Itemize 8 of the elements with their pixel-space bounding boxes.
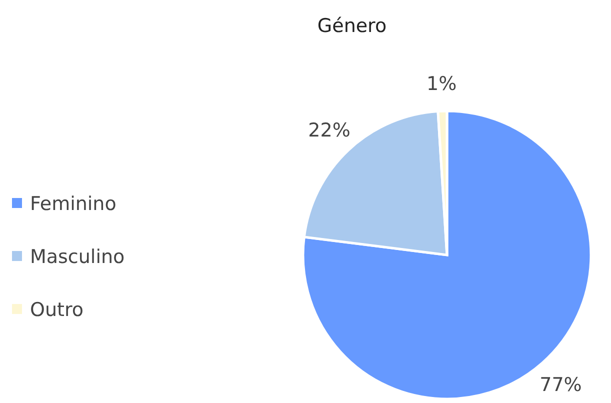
data-label: 22% — [308, 120, 350, 142]
legend-label: Feminino — [30, 193, 116, 215]
legend-label: Outro — [30, 299, 84, 321]
pie-slice — [302, 110, 592, 400]
data-label: 77% — [540, 374, 582, 396]
data-label: 1% — [426, 73, 457, 96]
legend-label: Masculino — [30, 246, 125, 268]
chart-title: Género — [317, 15, 387, 37]
